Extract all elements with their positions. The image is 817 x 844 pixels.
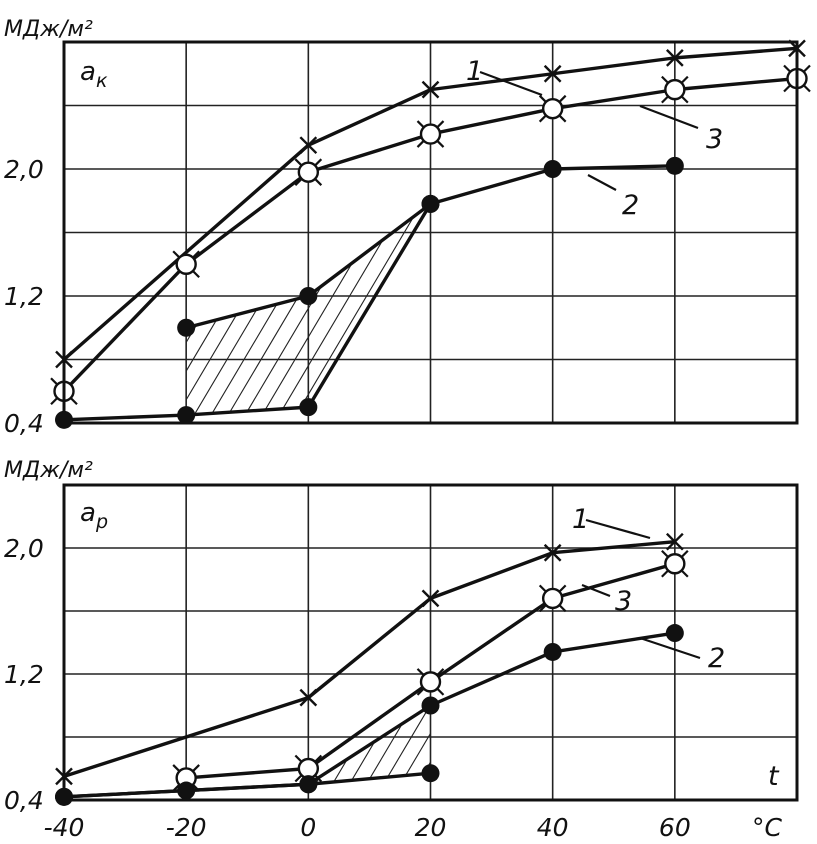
data-point-3 xyxy=(538,584,567,613)
label-leader-line xyxy=(581,583,611,598)
data-point-3 xyxy=(661,75,689,104)
plot-frame-bottom xyxy=(62,483,799,802)
data-point-1 xyxy=(543,64,562,83)
series-line-2 xyxy=(62,164,677,422)
data-point-1 xyxy=(665,532,684,551)
y-tick-label: 1,2 xyxy=(4,660,44,689)
unit-label-bottom: МДж/м² xyxy=(4,458,93,483)
label-leader-line xyxy=(587,174,617,191)
label-leader-line xyxy=(585,518,651,540)
data-point-3 xyxy=(172,250,200,279)
data-point-1 xyxy=(421,589,440,608)
data-point-2 xyxy=(421,696,440,715)
data-point-3 xyxy=(661,549,689,578)
x-tick-label: 20 xyxy=(415,813,447,842)
series-line-1 xyxy=(62,46,799,362)
markers-bottom xyxy=(55,532,689,806)
y-tick-label: 0,4 xyxy=(4,409,44,438)
data-point-2 xyxy=(299,287,318,305)
x-ticks-bottom: -40 -20 0 20 40 60 xyxy=(44,813,691,842)
series-label-1: 1 xyxy=(466,56,483,87)
series-label-2: 2 xyxy=(708,643,725,674)
data-point-2 xyxy=(543,160,562,178)
x-tick-label: 60 xyxy=(659,813,691,842)
label-leader-line xyxy=(639,104,699,130)
data-point-2 xyxy=(665,156,684,175)
x-axis-label: t xyxy=(768,761,780,792)
data-point-2 xyxy=(543,642,562,661)
data-point-2 xyxy=(177,781,196,800)
x-tick-label: 0 xyxy=(300,813,316,842)
series-group-bottom xyxy=(62,540,677,799)
unit-label-top: МДж/м² xyxy=(4,17,93,42)
label-leader-line xyxy=(479,70,543,97)
label-leader-line xyxy=(639,636,701,660)
y-tick-label: 1,2 xyxy=(4,282,44,311)
data-point-2 xyxy=(299,775,318,794)
series-label-1: 1 xyxy=(572,504,589,535)
x-axis-unit: °C xyxy=(752,813,783,842)
data-point-3 xyxy=(294,754,323,783)
series-label-3: 3 xyxy=(615,586,632,617)
data-point-3 xyxy=(172,764,200,792)
plot-frame-top xyxy=(62,40,799,425)
data-point-2 xyxy=(665,624,684,643)
y-tick-label: 2,0 xyxy=(4,534,44,563)
x-tick-label: -20 xyxy=(166,813,207,842)
series-line-2 xyxy=(62,631,677,799)
series-line-2 xyxy=(62,771,433,799)
y-ticks-bottom: 0,4 1,2 2,0 xyxy=(4,534,44,815)
data-point-1 xyxy=(543,543,562,562)
data-point-3 xyxy=(416,668,445,696)
y-ticks-top: 0,4 1,2 2,0 xyxy=(4,155,44,438)
x-tick-label: 40 xyxy=(537,813,569,842)
data-point-1 xyxy=(299,136,318,155)
x-tick-label: -40 xyxy=(44,813,85,842)
y-tick-label: 2,0 xyxy=(4,155,44,184)
series-label-2: 2 xyxy=(622,190,639,221)
data-point-3 xyxy=(538,94,567,123)
data-point-2 xyxy=(299,398,318,417)
grid-top xyxy=(64,42,797,423)
data-point-2 xyxy=(177,406,196,425)
series-labels-top: 1 3 2 xyxy=(466,56,723,221)
grid-bottom xyxy=(64,485,797,800)
series-label-3: 3 xyxy=(706,124,723,155)
series-line-1 xyxy=(62,540,677,779)
y-tick-label: 0,4 xyxy=(4,786,44,815)
symbol-label-top: aк xyxy=(80,57,108,92)
data-point-2 xyxy=(421,764,440,783)
data-point-2 xyxy=(421,194,440,213)
data-point-3 xyxy=(416,120,445,148)
data-point-1 xyxy=(665,49,684,67)
symbol-label-bottom: aр xyxy=(80,498,108,533)
data-point-1 xyxy=(299,688,318,707)
data-point-3 xyxy=(294,158,323,186)
data-point-1 xyxy=(421,80,440,99)
series-labels-bottom: 1 3 2 xyxy=(572,504,725,674)
data-point-2 xyxy=(177,318,196,337)
